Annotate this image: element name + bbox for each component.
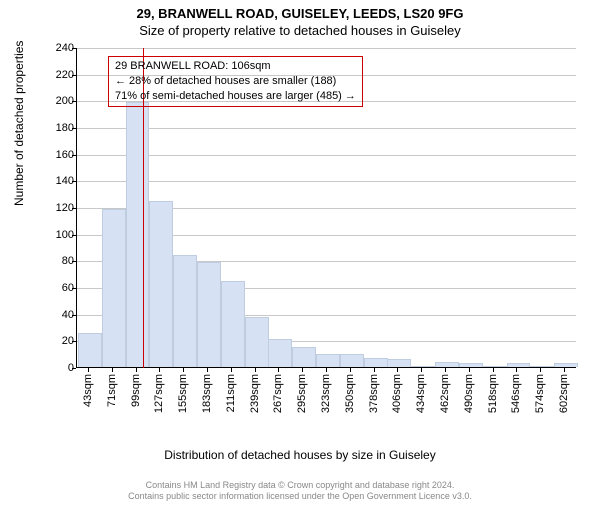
footer-line1: Contains HM Land Registry data © Crown c…: [0, 480, 600, 491]
xtick-label: 518sqm: [487, 374, 499, 413]
histogram-bar: [78, 333, 102, 367]
ytick-label: 180: [44, 122, 74, 134]
xtick-label: 546sqm: [510, 374, 522, 413]
y-axis-label: Number of detached properties: [12, 41, 26, 206]
histogram-bar: [483, 366, 507, 367]
chart-title-main: 29, BRANWELL ROAD, GUISELEY, LEEDS, LS20…: [0, 6, 600, 21]
histogram-bar: [221, 281, 245, 367]
histogram-bar: [197, 262, 221, 367]
ytick-label: 220: [44, 69, 74, 81]
histogram-bar: [530, 366, 554, 367]
footer-line2: Contains public sector information licen…: [0, 491, 600, 502]
xtick-label: 490sqm: [463, 374, 475, 413]
xtick-label: 43sqm: [82, 374, 94, 407]
xtick-label: 323sqm: [320, 374, 332, 413]
ytick-label: 160: [44, 149, 74, 161]
ytick-label: 0: [44, 362, 74, 374]
ytick-label: 200: [44, 95, 74, 107]
annotation-line2: ← 28% of detached houses are smaller (18…: [115, 74, 356, 89]
histogram-bar: [268, 339, 292, 367]
x-axis-label: Distribution of detached houses by size …: [0, 448, 600, 462]
annotation-box: 29 BRANWELL ROAD: 106sqm ← 28% of detach…: [108, 56, 363, 107]
histogram-bar: [173, 255, 197, 367]
ytick-label: 80: [44, 255, 74, 267]
ytick-label: 60: [44, 282, 74, 294]
chart-area: 020406080100120140160180200220240 43sqm7…: [48, 48, 578, 408]
histogram-bar: [459, 363, 483, 367]
ytick-label: 240: [44, 42, 74, 54]
histogram-bar: [507, 363, 531, 367]
xtick-label: 127sqm: [153, 374, 165, 413]
annotation-line3: 71% of semi-detached houses are larger (…: [115, 89, 356, 104]
histogram-bar: [292, 347, 316, 367]
xtick-label: 71sqm: [106, 374, 118, 407]
xtick-label: 602sqm: [558, 374, 570, 413]
footer-attribution: Contains HM Land Registry data © Crown c…: [0, 480, 600, 502]
ytick-label: 140: [44, 175, 74, 187]
xtick-label: 462sqm: [439, 374, 451, 413]
histogram-bar: [126, 102, 150, 367]
xtick-label: 183sqm: [201, 374, 213, 413]
xtick-label: 295sqm: [296, 374, 308, 413]
xtick-label: 574sqm: [534, 374, 546, 413]
ytick-label: 20: [44, 335, 74, 347]
annotation-line1: 29 BRANWELL ROAD: 106sqm: [115, 59, 356, 74]
histogram-bar: [316, 354, 340, 367]
xtick-label: 406sqm: [391, 374, 403, 413]
xtick-label: 350sqm: [344, 374, 356, 413]
histogram-bar: [411, 366, 435, 367]
histogram-bar: [245, 317, 269, 367]
histogram-bar: [102, 209, 126, 367]
histogram-bar: [364, 358, 388, 367]
ytick-label: 40: [44, 309, 74, 321]
ytick-label: 100: [44, 229, 74, 241]
xtick-label: 155sqm: [177, 374, 189, 413]
xtick-label: 211sqm: [225, 374, 237, 412]
histogram-bar: [340, 354, 364, 367]
xtick-label: 434sqm: [415, 374, 427, 413]
ytick-label: 120: [44, 202, 74, 214]
histogram-bar: [149, 201, 173, 367]
histogram-bar: [387, 359, 411, 367]
histogram-bar: [435, 362, 459, 367]
xtick-label: 267sqm: [272, 374, 284, 413]
xtick-label: 378sqm: [368, 374, 380, 413]
chart-title-sub: Size of property relative to detached ho…: [0, 23, 600, 38]
xtick-label: 239sqm: [249, 374, 261, 413]
histogram-bar: [554, 363, 578, 367]
xtick-label: 99sqm: [130, 374, 142, 407]
